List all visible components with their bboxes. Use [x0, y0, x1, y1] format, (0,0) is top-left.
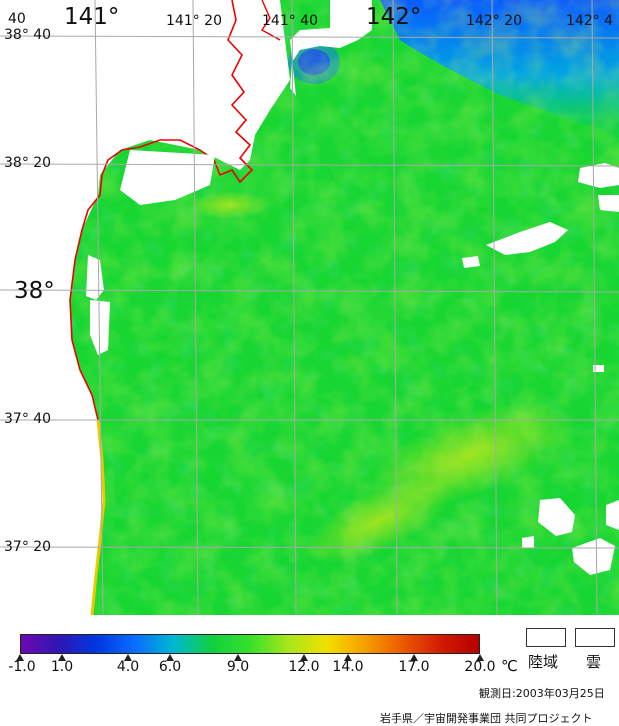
lon-label-141-40: 141° 40	[262, 13, 318, 29]
temperature-colorbar	[20, 634, 480, 654]
colorbar-tick	[58, 654, 66, 661]
cloud-swatch	[575, 628, 615, 647]
temperature-unit: ℃	[501, 657, 518, 675]
colorbar-tick-label: 4.0	[116, 659, 140, 675]
colorbar-tick	[410, 654, 418, 661]
land-label: 陸域	[528, 653, 559, 671]
colorbar-tick-label: 1.0	[50, 659, 74, 675]
colorbar-tick-label: -1.0	[8, 659, 36, 675]
colorbar-tick	[234, 654, 242, 661]
sea-surface-temperature-map	[0, 0, 619, 615]
lat-label-37-20: 37° 20	[4, 539, 52, 555]
lon-label-142: 142°	[366, 4, 422, 30]
lon-label-141-20: 141° 20	[166, 13, 222, 29]
colorbar-tick	[166, 654, 174, 661]
lat-label-37-40: 37° 40	[4, 411, 52, 427]
graticule	[0, 0, 619, 615]
colorbar-tick-label: 20.0	[464, 659, 496, 675]
colorbar-tick-label: 17.0	[398, 659, 430, 675]
cloud-patches	[86, 0, 619, 575]
colorbar-tick-label: 14.0	[332, 659, 364, 675]
lat-label-38: 38°	[14, 278, 55, 304]
colorbar-tick-label: 12.0	[288, 659, 320, 675]
colorbar-tick	[300, 654, 308, 661]
lat-label-38-40: 38° 40	[4, 27, 52, 43]
lat-label-38-20: 38° 20	[4, 155, 52, 171]
land-swatch	[526, 628, 566, 647]
colorbar-tick	[344, 654, 352, 661]
observation-date: 観測日:2003年03月25日	[479, 687, 605, 700]
lon-label-142-40: 142° 4	[566, 13, 614, 29]
colorbar-tick-label: 6.0	[158, 659, 182, 675]
lon-label-142-20: 142° 20	[466, 13, 522, 29]
coastline	[69, 0, 254, 615]
cloud-label: 雲	[586, 653, 602, 671]
lon-label-141: 141°	[64, 4, 120, 30]
colorbar-tick	[16, 654, 24, 661]
colorbar-tick	[476, 654, 484, 661]
colorbar-tick-label: 9.0	[226, 659, 250, 675]
land-area	[0, 0, 290, 615]
credit-text: 岩手県／宇宙開発事業団 共同プロジェクト	[380, 712, 593, 725]
lon-label-140-40: 40	[8, 11, 26, 27]
colorbar-tick	[124, 654, 132, 661]
